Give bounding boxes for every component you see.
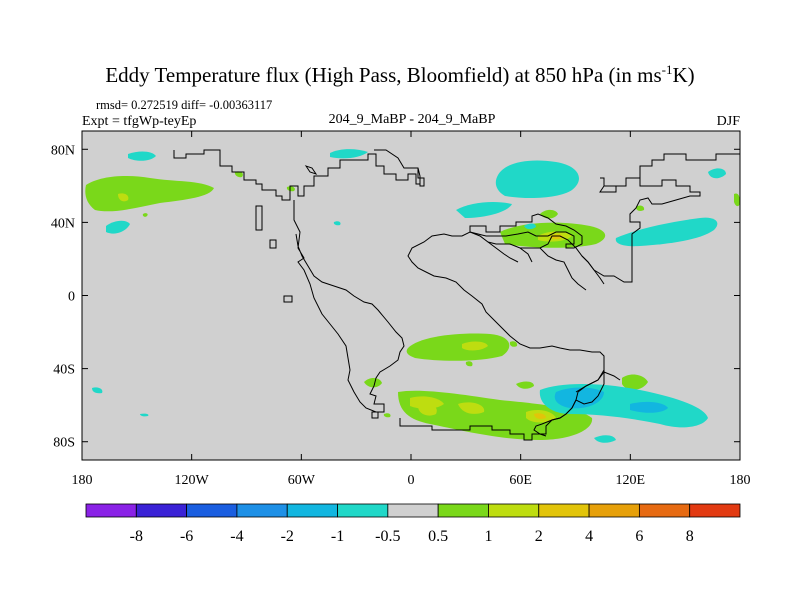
map-area: 180 120W 60W 0 60E 120E 180 80N 40N 0 40S 80S: [51, 130, 751, 488]
center-label: 204_9_MaBP - 204_9_MaBP: [329, 112, 496, 127]
colorbar: -8 -6 -4 -2 -1 -0.5 0.5 1 2 4 6 8: [85, 503, 741, 545]
contour-orange: [534, 413, 546, 419]
x-tick-label: 180: [730, 473, 751, 488]
contour-cyan: [495, 160, 579, 198]
y-tick-label: 40N: [51, 216, 75, 231]
contour-cyan: [140, 413, 149, 417]
coastline-india: [581, 255, 605, 285]
coastline-eurasia: [407, 153, 740, 437]
contour-cyan: [456, 202, 512, 218]
colorbar-label: -8: [130, 528, 143, 545]
contour-cyan: [333, 221, 341, 226]
experiment-label: Expt = tfgWp-teyEp: [82, 114, 196, 129]
colorbar-swatch: [538, 503, 590, 518]
colorbar-label: -1: [331, 528, 344, 545]
contour-green: [734, 193, 740, 207]
coastline-antarctica: [399, 371, 621, 441]
contour-green: [234, 171, 243, 178]
colorbar-swatch: [689, 503, 741, 518]
coastline-australia: [575, 356, 605, 393]
y-tick-label: 80N: [51, 143, 75, 158]
contour-yellow: [462, 341, 488, 351]
colorbar-swatch: [588, 503, 640, 518]
colorbar-label: 6: [635, 528, 643, 545]
contour-cyan: [708, 220, 716, 226]
stats-label: rmsd= 0.272519 diff= -0.00363117: [96, 98, 272, 112]
colorbar-label: 1: [484, 528, 492, 545]
y-tick-label: 80S: [53, 436, 75, 451]
contour-green: [406, 333, 510, 361]
x-tick-label: 120E: [616, 473, 646, 488]
contour-green: [398, 390, 593, 440]
contour-blue: [630, 401, 668, 413]
coastline-island: [283, 295, 293, 303]
colorbar-label: 0.5: [428, 528, 448, 545]
contour-green: [465, 361, 473, 367]
contour-green: [142, 213, 148, 217]
colorbar-swatch: [387, 503, 439, 518]
colorbar-swatch: [286, 503, 338, 518]
contour-cyan: [594, 435, 616, 443]
colorbar-label: -4: [230, 528, 243, 545]
colorbar-label: 2: [535, 528, 543, 545]
y-axis: 80N 40N 0 40S 80S: [51, 143, 740, 451]
x-tick-label: 60W: [288, 473, 316, 488]
coastlines: [173, 149, 740, 441]
colorbar-label: -6: [180, 528, 193, 545]
contour-yellow: [410, 396, 444, 409]
x-axis: 180 120W 60W 0 60E 120E 180: [72, 131, 751, 488]
coastline-island: [371, 411, 379, 419]
contour-fields: [85, 149, 740, 443]
colorbar-swatch: [85, 503, 137, 518]
coastline-mediterranean: [469, 213, 583, 249]
contour-yellow: [418, 404, 437, 416]
contour-cyan: [330, 149, 368, 159]
contour-green: [509, 341, 518, 347]
colorbar-swatch: [488, 503, 540, 518]
contour-cyan: [615, 217, 718, 247]
contour-cyan: [92, 387, 103, 394]
x-tick-label: 180: [72, 473, 93, 488]
contour-green: [636, 205, 645, 211]
x-tick-label: 120W: [175, 473, 210, 488]
contour-cyan: [128, 151, 156, 161]
colorbar-swatch: [236, 503, 288, 518]
contour-cyan: [708, 168, 726, 179]
contour-green: [85, 176, 214, 212]
coastline-arabia: [539, 247, 587, 291]
season-label: DJF: [717, 114, 741, 129]
contour-orange: [550, 234, 563, 240]
colorbar-swatch: [135, 503, 188, 518]
contour-blue: [554, 387, 604, 409]
colorbar-label: 4: [585, 528, 593, 545]
x-tick-label: 60E: [509, 473, 532, 488]
y-tick-label: 0: [68, 290, 75, 305]
colorbar-label: 8: [686, 528, 694, 545]
colorbar-swatch: [638, 503, 691, 518]
contour-cyan: [106, 220, 130, 234]
contour-yellow: [118, 193, 129, 202]
y-tick-label: 40S: [53, 363, 75, 378]
colorbar-swatch: [186, 503, 238, 518]
colorbar-label: -0.5: [375, 528, 400, 545]
colorbar-label: -2: [281, 528, 294, 545]
coastline-red-sea: [487, 241, 533, 263]
coastline-island: [255, 205, 263, 231]
contour-green: [622, 374, 648, 390]
coastline-americas: [173, 149, 421, 413]
coastline-island: [269, 239, 277, 249]
contour-green: [383, 413, 391, 418]
contour-yellow: [458, 402, 485, 414]
contour-green: [286, 186, 295, 192]
contour-green: [364, 377, 382, 388]
colorbar-swatch: [437, 503, 489, 518]
colorbar-swatch: [337, 503, 389, 518]
contour-green: [516, 381, 534, 389]
x-tick-label: 0: [408, 473, 415, 488]
chart-title: Eddy Temperature flux (High Pass, Bloomf…: [105, 62, 694, 87]
contour-cyan: [524, 223, 536, 230]
